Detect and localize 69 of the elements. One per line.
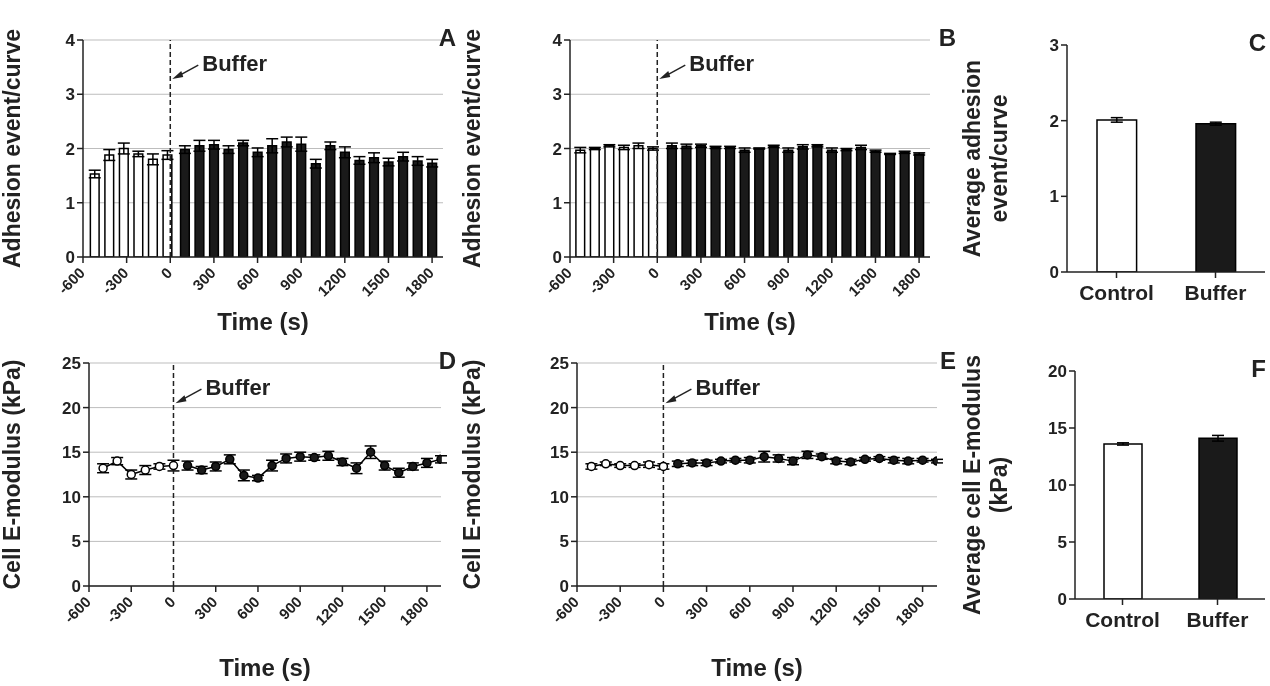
x-tick-label: 900 [275,592,306,623]
y-tick-label: 25 [550,354,569,374]
chart-title: B [938,24,956,51]
x-tick-label: 900 [768,592,798,623]
y-tick-label: 3 [1049,36,1059,56]
y-tick-label: 1 [552,193,562,213]
chart-title: E [939,347,956,374]
y-tick-label: 4 [65,31,76,51]
y-tick-label: 20 [1048,362,1067,382]
y-tick-label: 2 [552,139,562,159]
x-tick-label: 0 [644,263,663,282]
x-tick-label: Buffer [1186,608,1249,631]
ref-line-label: Buffer [202,51,268,77]
x-tick-label: Control [1085,608,1160,631]
y-tick-label: 15 [62,443,81,463]
y-axis-title: Average adhesion event/curve [959,59,1012,258]
x-tick-label: 0 [650,592,669,611]
y-axis-title: Adhesion event/curve [0,28,25,269]
y-tick-label: 10 [1048,476,1067,496]
x-tick-label: 0 [157,263,176,282]
y-tick-label: 3 [65,85,75,105]
x-tick-label: -300 [98,263,132,298]
y-tick-label: 25 [62,354,81,374]
x-tick-label: 600 [232,263,263,294]
y-tick-label: 10 [550,487,569,507]
x-tick-label: 900 [276,263,307,294]
x-axis-title: Time (s) [704,308,796,335]
y-tick-label: 5 [559,532,569,552]
y-tick-label: 2 [65,139,75,159]
y-tick-label: 1 [1049,187,1059,207]
y-tick-label: 10 [62,487,81,507]
y-axis-title: Adhesion event/curve [459,28,485,269]
y-axis-title: Average cell E-modulus (kPa) [959,355,1012,615]
x-tick-label: -300 [591,592,626,627]
y-tick-label: 15 [1048,419,1067,439]
x-tick-label: -300 [102,592,137,627]
x-tick-label: 600 [719,263,750,294]
ref-line-label: Buffer [689,51,755,77]
y-tick-label: 20 [550,398,569,418]
chart-title: F [1251,355,1266,382]
y-axis-title: Cell E-modulus (kPa) [0,359,25,590]
x-tick-label: 600 [725,592,755,623]
y-tick-label: 20 [62,398,81,418]
x-tick-label: 300 [681,592,712,623]
x-tick-label: -300 [585,263,619,298]
x-tick-label: 300 [676,263,706,294]
y-tick-label: 1 [65,193,75,213]
x-axis-title: Time (s) [219,654,311,681]
ref-line-label: Buffer [205,375,271,401]
chart-title: C [1248,29,1266,56]
y-tick-label: 5 [71,532,81,552]
chart-title: A [438,24,456,51]
chart-title: D [438,347,456,374]
y-axis-title: Cell E-modulus (kPa) [459,359,485,590]
x-axis-title: Time (s) [217,308,309,335]
x-tick-label: 0 [160,592,179,611]
y-tick-label: 5 [1057,533,1067,553]
x-axis-title: Time (s) [711,654,803,681]
x-tick-label: Buffer [1184,281,1247,304]
x-tick-label: Control [1079,281,1154,304]
y-tick-label: 2 [1049,111,1059,131]
y-tick-label: 3 [552,85,562,105]
x-tick-label: 300 [189,263,219,294]
y-tick-label: 4 [552,31,563,51]
y-tick-label: 15 [550,443,569,463]
x-tick-label: 600 [233,592,263,623]
x-tick-label: 900 [763,263,794,294]
x-tick-label: 300 [190,592,221,623]
ref-line-label: Buffer [695,375,761,401]
